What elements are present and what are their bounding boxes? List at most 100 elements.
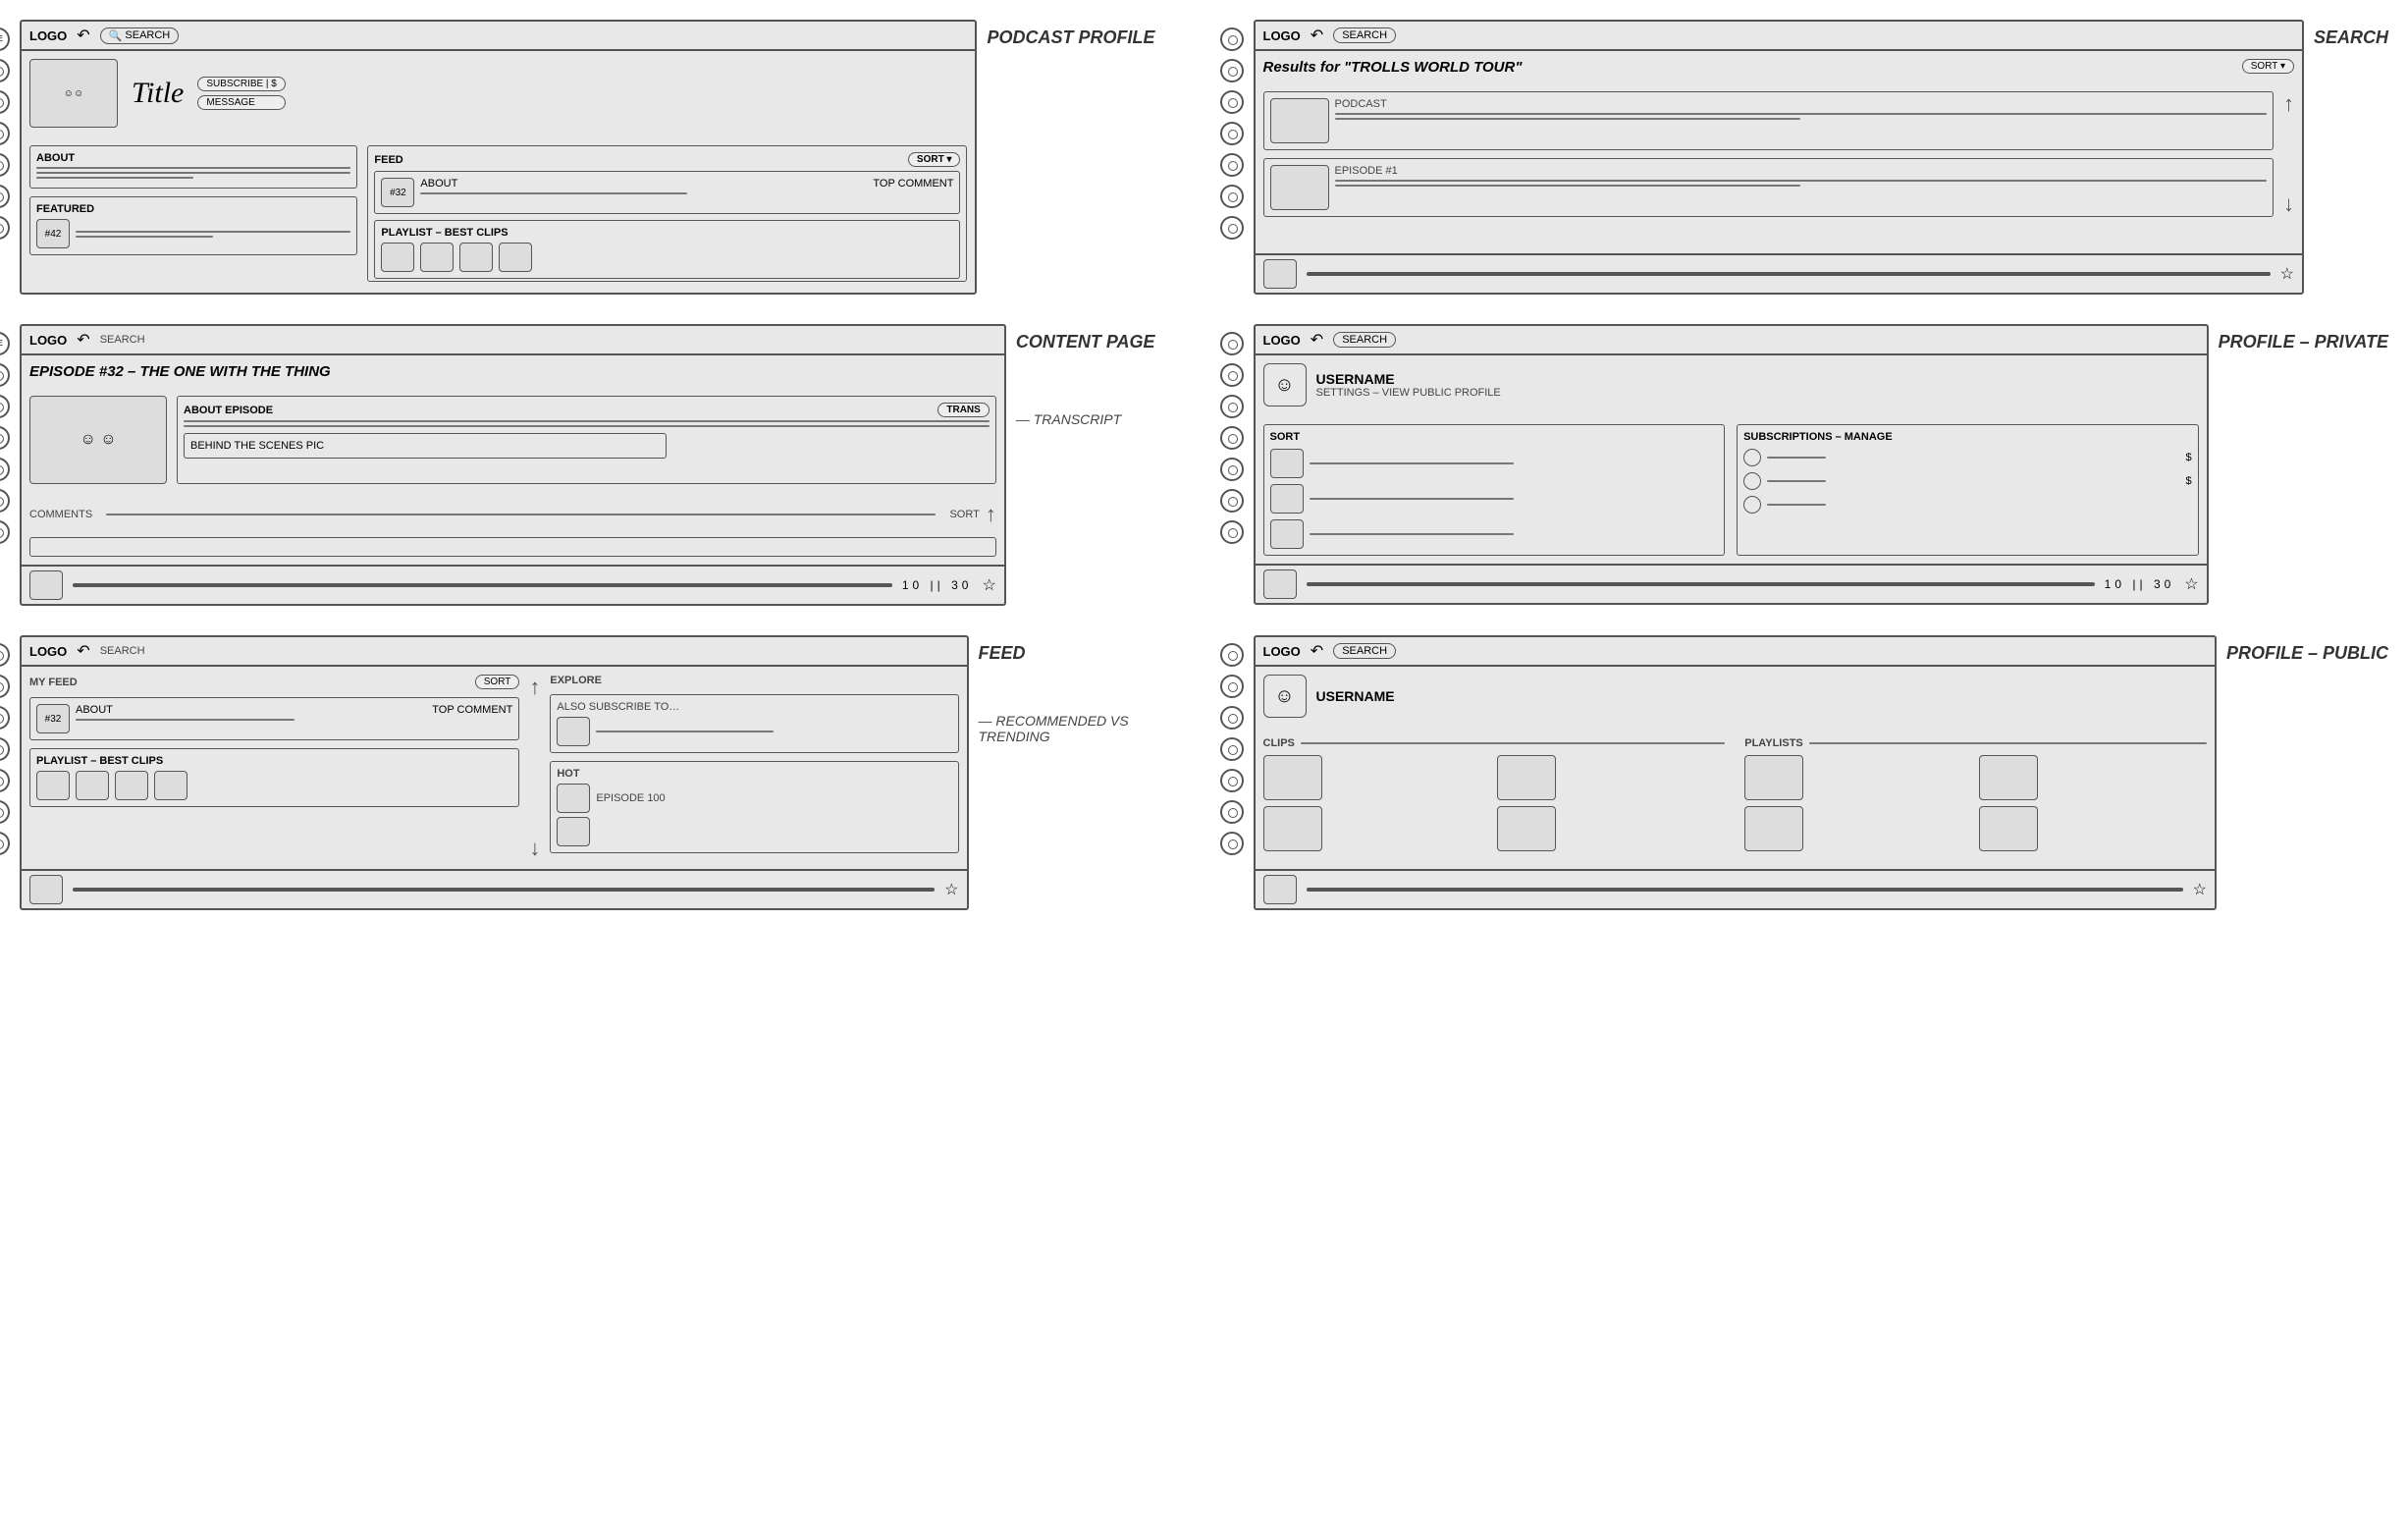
subscribe-button[interactable]: SUBSCRIBE | $: [197, 77, 286, 91]
favorite-icon[interactable]: ☆: [944, 880, 958, 899]
search-input[interactable]: SEARCH: [1333, 27, 1396, 43]
nav-icon[interactable]: [1220, 769, 1244, 792]
scroll-up-icon[interactable]: ↑: [529, 675, 540, 700]
back-icon[interactable]: ↶: [77, 641, 89, 661]
nav-icon[interactable]: [0, 426, 10, 450]
hot-thumb[interactable]: [557, 817, 590, 846]
nav-icon[interactable]: [1220, 737, 1244, 761]
scroll-up-icon[interactable]: ↑: [2283, 91, 2294, 117]
search-input[interactable]: SEARCH: [1333, 332, 1396, 348]
nav-icon[interactable]: [0, 520, 10, 544]
clip-thumb[interactable]: [36, 771, 70, 800]
nav-icon[interactable]: [1220, 643, 1244, 667]
nav-icon[interactable]: [0, 185, 10, 208]
nav-icon[interactable]: [0, 706, 10, 730]
favorite-icon[interactable]: ☆: [982, 575, 995, 595]
me-icon[interactable]: [0, 27, 10, 51]
progress-bar[interactable]: [1307, 888, 2183, 892]
logo[interactable]: LOGO: [29, 28, 67, 43]
item-thumb[interactable]: [1270, 519, 1304, 549]
search-label[interactable]: SEARCH: [100, 334, 145, 346]
nav-icon[interactable]: [1220, 675, 1244, 698]
scroll-up-icon[interactable]: ↑: [986, 502, 996, 527]
hot-thumb[interactable]: [557, 784, 590, 813]
nav-icon[interactable]: [0, 769, 10, 792]
scroll-down-icon[interactable]: ↓: [2283, 191, 2294, 217]
transcript-toggle[interactable]: TRANS: [937, 403, 989, 417]
nav-icon[interactable]: [0, 216, 10, 240]
nav-icon[interactable]: [0, 153, 10, 177]
nav-icon[interactable]: [0, 675, 10, 698]
nav-icon[interactable]: [1220, 122, 1244, 145]
nav-icon[interactable]: [0, 90, 10, 114]
playlist-thumb[interactable]: [1744, 755, 1803, 800]
clip-thumb[interactable]: [459, 243, 493, 272]
nav-icon[interactable]: [0, 395, 10, 418]
comments-sort[interactable]: SORT: [949, 509, 979, 520]
me-icon[interactable]: [0, 332, 10, 355]
subscriptions-header[interactable]: SUBSCRIPTIONS – MANAGE: [1743, 431, 2192, 443]
now-playing-thumb[interactable]: [1263, 259, 1297, 289]
progress-bar[interactable]: [1307, 582, 2095, 586]
playlist-thumb[interactable]: [1744, 806, 1803, 851]
nav-icon[interactable]: [0, 643, 10, 667]
now-playing-thumb[interactable]: [29, 570, 63, 600]
nav-icon[interactable]: [1220, 27, 1244, 51]
back-icon[interactable]: ↶: [77, 330, 89, 350]
logo[interactable]: LOGO: [29, 644, 67, 659]
nav-icon[interactable]: [0, 363, 10, 387]
clip-thumb[interactable]: [1263, 806, 1322, 851]
nav-icon[interactable]: [1220, 90, 1244, 114]
logo[interactable]: LOGO: [1263, 644, 1301, 659]
scroll-down-icon[interactable]: ↓: [529, 836, 540, 861]
nav-icon[interactable]: [1220, 458, 1244, 481]
search-input[interactable]: SEARCH: [1333, 643, 1396, 659]
back-icon[interactable]: ↶: [1311, 26, 1323, 45]
nav-icon[interactable]: [1220, 800, 1244, 824]
favorite-icon[interactable]: ☆: [2280, 264, 2294, 284]
message-button[interactable]: MESSAGE: [197, 95, 286, 110]
clip-thumb[interactable]: [1497, 755, 1556, 800]
nav-icon[interactable]: [1220, 216, 1244, 240]
playlist-thumb[interactable]: [1979, 806, 2038, 851]
nav-icon[interactable]: [0, 737, 10, 761]
progress-bar[interactable]: [73, 583, 892, 587]
search-input[interactable]: 🔍 SEARCH: [100, 27, 180, 44]
now-playing-thumb[interactable]: [29, 875, 63, 904]
clip-thumb[interactable]: [381, 243, 414, 272]
nav-icon[interactable]: [1220, 363, 1244, 387]
back-icon[interactable]: ↶: [1311, 330, 1323, 350]
progress-bar[interactable]: [1307, 272, 2271, 276]
search-result-episode[interactable]: EPISODE #1: [1263, 158, 2274, 217]
suggest-thumb[interactable]: [557, 717, 590, 746]
clip-thumb[interactable]: [499, 243, 532, 272]
featured-thumb[interactable]: #42: [36, 219, 70, 248]
nav-icon[interactable]: [1220, 332, 1244, 355]
nav-icon[interactable]: [1220, 706, 1244, 730]
nav-icon[interactable]: [0, 489, 10, 513]
nav-icon[interactable]: [0, 122, 10, 145]
nav-icon[interactable]: [1220, 832, 1244, 855]
clip-thumb[interactable]: [154, 771, 187, 800]
favorite-icon[interactable]: ☆: [2184, 574, 2198, 594]
rewind-button[interactable]: 10: [902, 578, 923, 592]
nav-icon[interactable]: [1220, 395, 1244, 418]
sort-button[interactable]: SORT: [475, 675, 520, 689]
feed-item[interactable]: #32 ABOUT TOP COMMENT: [374, 171, 960, 214]
now-playing-thumb[interactable]: [1263, 569, 1297, 599]
search-label[interactable]: SEARCH: [100, 645, 145, 657]
forward-button[interactable]: 30: [2154, 577, 2174, 591]
clip-thumb[interactable]: [1497, 806, 1556, 851]
nav-icon[interactable]: [0, 832, 10, 855]
sort-button[interactable]: SORT ▾: [908, 152, 961, 167]
settings-link[interactable]: SETTINGS – VIEW PUBLIC PROFILE: [1316, 387, 1501, 399]
sort-button[interactable]: SORT ▾: [2242, 59, 2294, 74]
item-thumb[interactable]: [1270, 484, 1304, 514]
nav-icon[interactable]: [0, 800, 10, 824]
nav-icon[interactable]: [1220, 489, 1244, 513]
activity-sort[interactable]: SORT: [1270, 431, 1719, 443]
forward-button[interactable]: 30: [951, 578, 972, 592]
pause-button[interactable]: ||: [2132, 577, 2146, 591]
clip-thumb[interactable]: [420, 243, 454, 272]
back-icon[interactable]: ↶: [77, 26, 89, 45]
